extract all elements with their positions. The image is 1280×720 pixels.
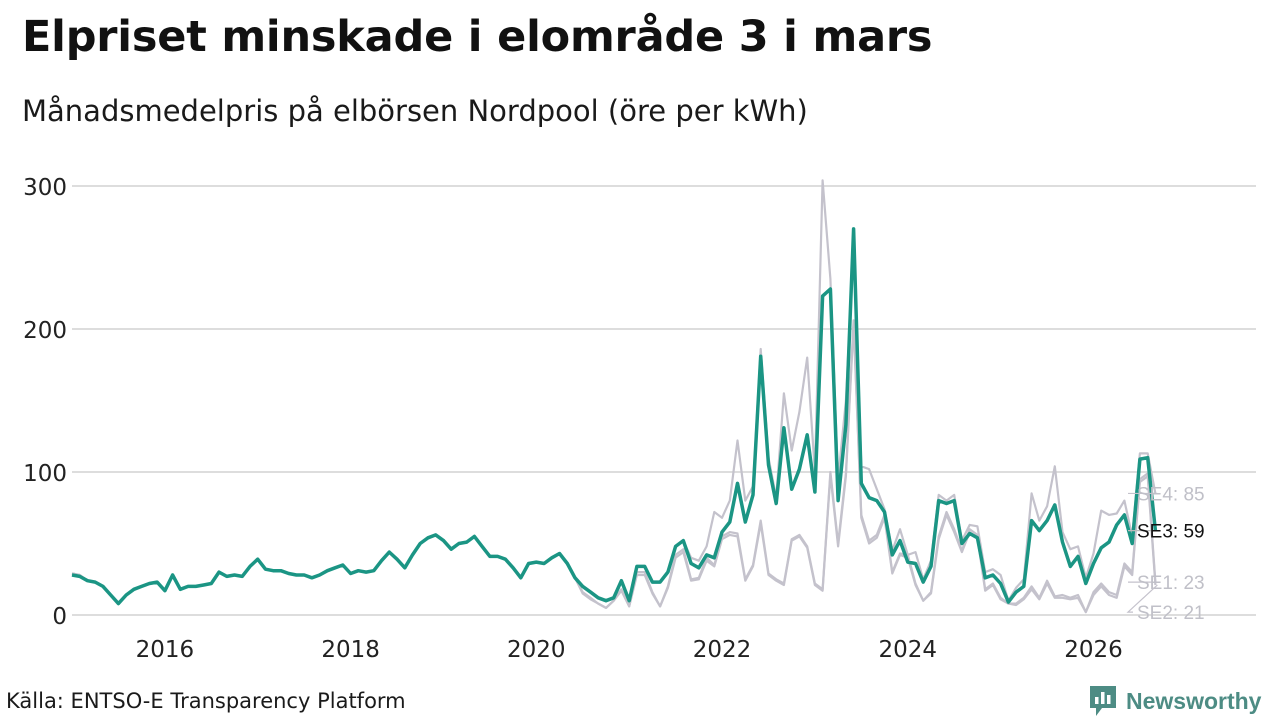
x-tick-label: 2024 bbox=[878, 637, 937, 663]
label-leader-se2 bbox=[1126, 584, 1158, 613]
chart-subtitle: Månadsmedelpris på elbörsen Nordpool (ör… bbox=[22, 94, 808, 128]
x-tick-label: 2020 bbox=[507, 637, 566, 663]
gridlines bbox=[72, 185, 1256, 616]
series-end-label-se4: SE4: 85 bbox=[1137, 484, 1205, 505]
y-tick-label: 300 bbox=[23, 175, 67, 201]
axis-tick-labels: 0 100 200 300 2016 2018 2020 2022 2024 2026 bbox=[23, 175, 1123, 663]
source-note: Källa: ENTSO-E Transparency Platform bbox=[6, 689, 406, 713]
x-tick-label: 2016 bbox=[136, 637, 195, 663]
series-end-labels: SE4: 85 SE3: 59 SE1: 23 SE2: 21 bbox=[1126, 484, 1205, 624]
series-end-label-se3: SE3: 59 bbox=[1137, 522, 1205, 543]
y-tick-label: 0 bbox=[52, 604, 67, 630]
series-end-label-se1: SE1: 23 bbox=[1137, 573, 1205, 594]
x-tick-label: 2018 bbox=[321, 637, 380, 663]
chart-title: Elpriset minskade i elområde 3 i mars bbox=[22, 12, 933, 62]
highlight-series bbox=[71, 227, 1158, 606]
brand-name: Newsworthy bbox=[1126, 687, 1262, 714]
x-tick-label: 2022 bbox=[693, 637, 752, 663]
series-line-se4 bbox=[71, 179, 1157, 605]
x-tick-label: 2026 bbox=[1064, 637, 1123, 663]
y-tick-label: 100 bbox=[23, 461, 67, 487]
other-areas-series bbox=[71, 179, 1157, 614]
y-tick-label: 200 bbox=[23, 318, 67, 344]
series-line-se3 bbox=[71, 227, 1158, 606]
brand-logo: Newsworthy bbox=[1088, 684, 1261, 718]
series-end-label-se2: SE2: 21 bbox=[1137, 603, 1205, 624]
newsworthy-logo-icon bbox=[1090, 686, 1116, 716]
